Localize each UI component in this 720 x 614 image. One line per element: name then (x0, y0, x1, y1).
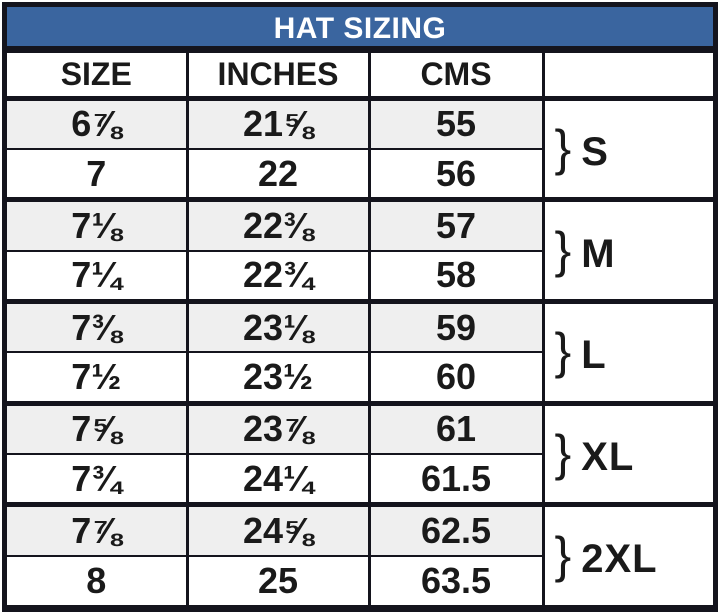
table-row: 7 22 56 (7, 147, 713, 201)
group-label: S (581, 129, 609, 174)
group-cell-m: } M (541, 197, 713, 303)
table-row: 7½ 23½ 60 (7, 351, 713, 405)
inches-cell: 23⅛ (185, 298, 371, 354)
inches-cell: 24⅝ (185, 502, 371, 557)
group-cell-2xl: } 2XL (541, 502, 713, 608)
col-header-cms: CMS (367, 51, 545, 101)
group-label: XL (581, 434, 635, 479)
cms-cell: 58 (367, 249, 545, 303)
cms-cell: 59 (367, 298, 545, 354)
inches-cell: 25 (185, 554, 371, 608)
size-cell: 7⅝ (7, 400, 189, 455)
table-row: 7¾ 24¼ 61.5 (7, 452, 713, 506)
inches-cell: 23⅞ (185, 400, 371, 455)
size-cell: 8 (7, 554, 189, 608)
cms-cell: 62.5 (367, 502, 545, 557)
inches-cell: 22¾ (185, 249, 371, 303)
group-cell-xl: } XL (541, 400, 713, 506)
col-header-size: SIZE (7, 51, 189, 101)
brace-glyph: } (554, 119, 572, 176)
brace-glyph: } (554, 527, 572, 584)
size-cell: 7⅜ (7, 298, 189, 354)
cms-cell: 61 (367, 400, 545, 455)
inches-cell: 24¼ (185, 452, 371, 506)
group-label: L (581, 333, 607, 378)
table-row: 7⅝ 23⅞ 61 } XL (7, 400, 713, 506)
table-row: 8 25 63.5 (7, 554, 713, 608)
brace-glyph: } (554, 323, 572, 380)
table-row: 6⅞ 21⅝ 55 } S (7, 95, 713, 201)
chart-title: HAT SIZING (7, 7, 713, 51)
inches-cell: 22⅜ (185, 197, 371, 252)
col-header-group (541, 51, 713, 101)
table-row: 7¼ 22¾ 58 (7, 249, 713, 303)
cms-cell: 55 (367, 95, 545, 150)
sizing-table: SIZE INCHES CMS 6⅞ 21⅝ 55 } S 7 22 56 (7, 51, 713, 608)
table-row: 7⅜ 23⅛ 59 } L (7, 298, 713, 405)
inches-cell: 22 (185, 147, 371, 201)
brace-glyph: } (554, 424, 572, 481)
cms-cell: 57 (367, 197, 545, 252)
table-row: 7⅞ 24⅝ 62.5 } 2XL (7, 502, 713, 608)
size-cell: 7⅛ (7, 197, 189, 252)
inches-cell: 23½ (185, 351, 371, 405)
cms-cell: 61.5 (367, 452, 545, 506)
cms-cell: 56 (367, 147, 545, 201)
group-cell-s: } S (541, 95, 713, 201)
col-header-inches: INCHES (185, 51, 371, 101)
size-cell: 7⅞ (7, 502, 189, 557)
group-label: M (581, 231, 616, 276)
size-cell: 7¼ (7, 249, 189, 303)
cms-cell: 60 (367, 351, 545, 405)
size-cell: 7¾ (7, 452, 189, 506)
brace-glyph: } (554, 221, 572, 278)
group-label: 2XL (581, 537, 658, 582)
size-cell: 6⅞ (7, 95, 189, 150)
header-row: SIZE INCHES CMS (7, 51, 713, 101)
size-cell: 7 (7, 147, 189, 201)
size-cell: 7½ (7, 351, 189, 405)
inches-cell: 21⅝ (185, 95, 371, 150)
table-row: 7⅛ 22⅜ 57 } M (7, 197, 713, 303)
group-cell-l: } L (541, 298, 713, 405)
cms-cell: 63.5 (367, 554, 545, 608)
